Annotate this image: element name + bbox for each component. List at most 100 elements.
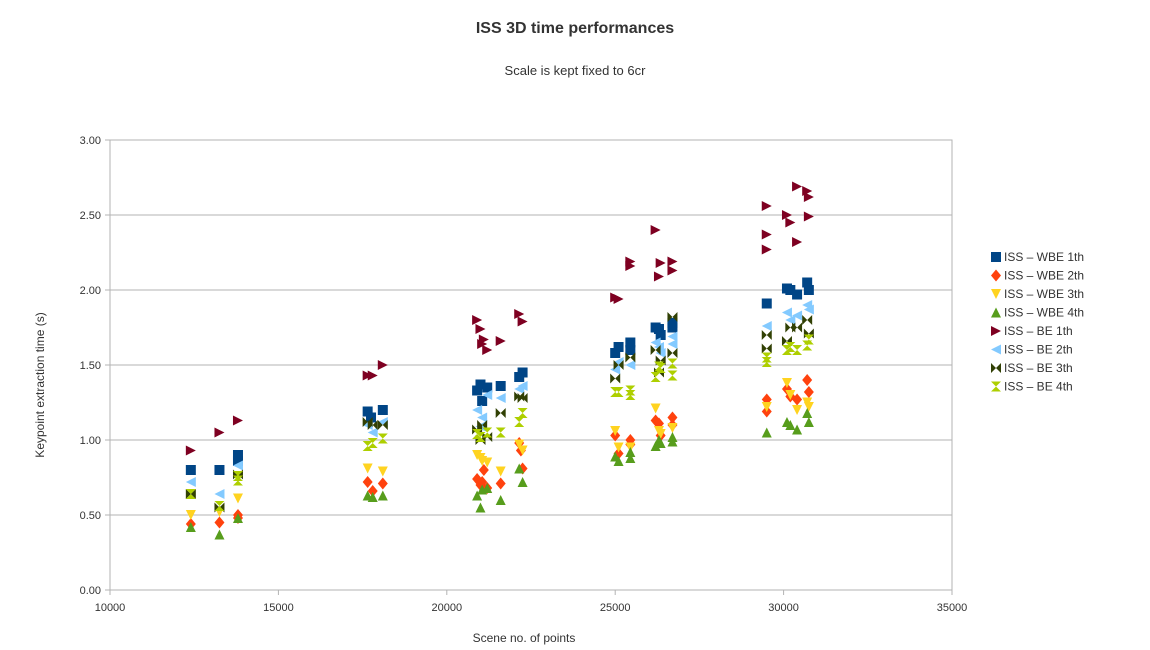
- data-point: [610, 364, 621, 375]
- data-point: [625, 385, 636, 396]
- y-tick-label: 1.00: [80, 435, 101, 447]
- data-point: [232, 471, 243, 481]
- data-point: [761, 343, 772, 354]
- data-point: [362, 463, 373, 474]
- data-point: [517, 381, 528, 391]
- data-point: [495, 427, 506, 438]
- x-tick-label: 35000: [937, 602, 968, 614]
- data-point: [625, 390, 636, 400]
- legend-label: ISS – WBE 4th: [1004, 306, 1084, 320]
- data-point: [514, 463, 525, 474]
- data-point: [482, 483, 493, 493]
- data-point: [517, 367, 528, 378]
- data-point: [185, 510, 196, 520]
- data-point: [761, 402, 772, 412]
- data-point: [792, 345, 803, 355]
- data-point: [472, 429, 483, 439]
- legend-marker-icon: [991, 307, 1001, 318]
- data-point: [761, 357, 772, 367]
- data-point: [482, 427, 493, 438]
- legend-marker-icon: [991, 252, 1001, 262]
- legend-marker-icon: [991, 363, 1001, 373]
- data-point: [610, 373, 621, 384]
- data-point: [495, 466, 506, 477]
- data-point: [214, 501, 225, 511]
- data-point: [517, 445, 528, 456]
- data-point: [495, 381, 506, 391]
- data-point: [761, 244, 772, 255]
- data-point: [482, 390, 493, 400]
- data-point: [792, 424, 803, 435]
- data-point: [495, 495, 506, 505]
- data-point: [185, 465, 196, 475]
- data-point: [367, 420, 378, 430]
- legend-item: ISS – BE 3th: [991, 361, 1073, 375]
- data-point: [781, 210, 792, 220]
- data-point: [625, 360, 636, 370]
- data-point: [475, 324, 486, 334]
- data-point: [650, 441, 661, 451]
- legend-marker-icon: [991, 344, 1001, 355]
- x-tick-label: 20000: [432, 602, 463, 614]
- data-point: [792, 393, 803, 406]
- data-point: [792, 181, 803, 192]
- data-point: [514, 439, 525, 450]
- data-point: [613, 442, 624, 453]
- data-point: [232, 493, 243, 504]
- data-point: [625, 261, 636, 271]
- legend-item: ISS – BE 2th: [991, 343, 1073, 357]
- data-point: [214, 529, 225, 540]
- data-point: [517, 393, 528, 403]
- legend-marker-icon: [991, 289, 1001, 299]
- data-point: [667, 256, 678, 267]
- data-point: [482, 345, 493, 355]
- data-point: [367, 485, 378, 497]
- legend-item: ISS – WBE 1th: [991, 250, 1084, 264]
- data-point: [232, 456, 243, 466]
- data-point: [667, 423, 678, 433]
- data-point: [761, 298, 772, 309]
- data-point: [613, 456, 624, 466]
- data-point: [514, 417, 525, 427]
- data-point: [802, 315, 813, 325]
- data-point: [802, 408, 813, 418]
- data-point: [803, 285, 814, 295]
- data-point: [613, 387, 624, 397]
- legend-marker-icon: [991, 269, 1001, 282]
- data-point: [781, 345, 792, 355]
- data-point: [478, 334, 489, 345]
- data-point: [482, 457, 493, 468]
- data-point: [232, 450, 243, 460]
- legend: ISS – WBE 1th ISS – WBE 2th ISS – WBE 3th I…: [991, 250, 1084, 394]
- x-axis-ticks: 10000 15000 20000 25000 30000 35000: [95, 590, 968, 614]
- data-points: [185, 181, 814, 540]
- data-point: [514, 309, 525, 319]
- data-point: [625, 352, 636, 363]
- series-points: [185, 181, 814, 456]
- data-point: [761, 201, 772, 211]
- data-point: [792, 237, 803, 247]
- data-point: [792, 322, 803, 333]
- data-point: [650, 372, 661, 382]
- chart-title: ISS 3D time performances: [475, 20, 675, 37]
- data-point: [761, 427, 772, 438]
- data-point: [667, 339, 678, 349]
- data-point: [367, 370, 378, 381]
- data-point: [517, 408, 528, 418]
- data-point: [367, 427, 378, 438]
- data-point: [214, 427, 225, 438]
- legend-label: ISS – WBE 3th: [1004, 287, 1084, 301]
- data-point: [185, 489, 196, 499]
- data-point: [761, 330, 772, 340]
- data-point: [377, 405, 388, 415]
- y-tick-label: 2.00: [80, 285, 101, 297]
- data-point: [781, 307, 792, 318]
- data-point: [610, 426, 621, 436]
- data-point: [650, 403, 661, 414]
- data-point: [475, 379, 486, 390]
- data-point: [667, 318, 678, 328]
- data-point: [667, 411, 678, 424]
- data-point: [362, 406, 373, 417]
- data-point: [761, 229, 772, 240]
- data-point: [377, 466, 388, 477]
